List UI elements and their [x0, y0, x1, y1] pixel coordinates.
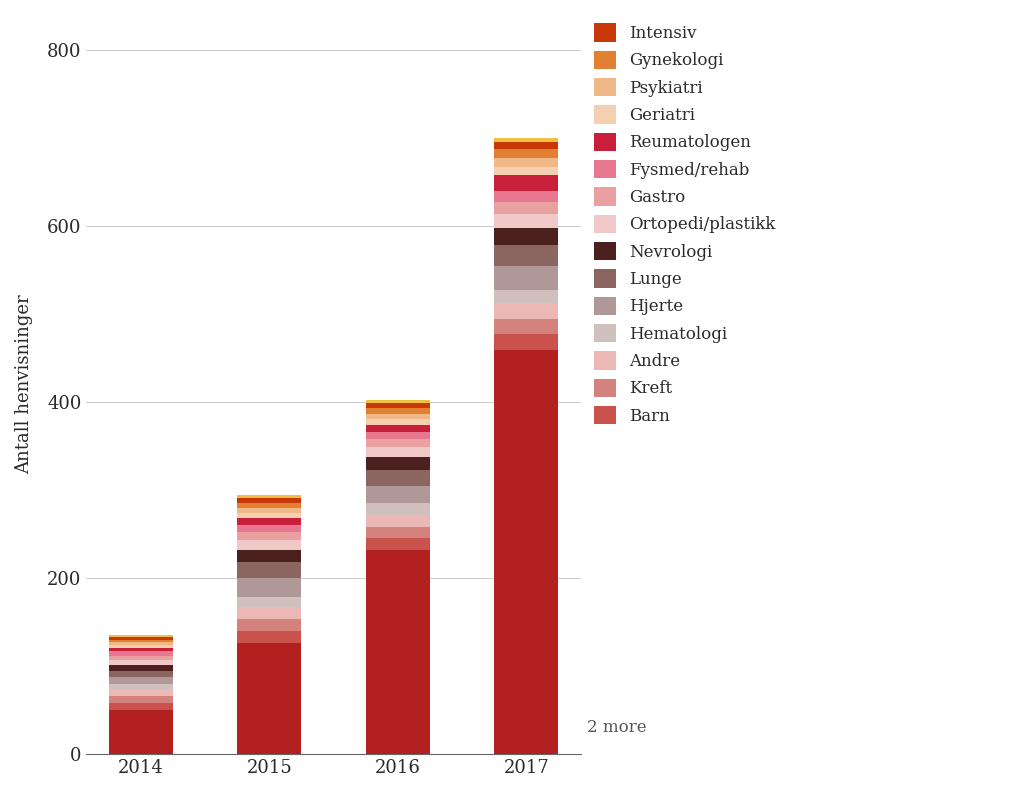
Bar — [495, 143, 558, 150]
Bar — [238, 503, 301, 508]
Bar — [238, 508, 301, 512]
Bar — [109, 696, 173, 703]
Bar — [495, 334, 558, 350]
Bar — [495, 150, 558, 158]
Bar — [366, 447, 430, 457]
Bar — [238, 540, 301, 550]
Bar — [366, 440, 430, 447]
Bar — [495, 191, 558, 202]
Bar — [366, 504, 430, 515]
Bar — [495, 202, 558, 214]
Bar — [238, 631, 301, 643]
Bar — [495, 166, 558, 175]
Bar — [366, 420, 430, 425]
Bar — [109, 665, 173, 671]
Bar — [109, 683, 173, 689]
Bar — [238, 494, 301, 497]
Bar — [109, 635, 173, 637]
Bar — [495, 350, 558, 754]
Bar — [366, 515, 430, 527]
Bar — [366, 539, 430, 550]
Bar — [238, 578, 301, 596]
Bar — [238, 525, 301, 532]
Bar — [495, 319, 558, 334]
Bar — [238, 643, 301, 754]
Bar — [109, 660, 173, 665]
Bar — [366, 432, 430, 440]
Bar — [495, 303, 558, 319]
Bar — [366, 470, 430, 485]
Bar — [366, 414, 430, 420]
Bar — [495, 265, 558, 290]
Bar — [366, 409, 430, 414]
Bar — [238, 532, 301, 540]
Bar — [366, 485, 430, 504]
Bar — [109, 651, 173, 656]
Bar — [238, 596, 301, 607]
Bar — [495, 227, 558, 245]
Bar — [495, 245, 558, 265]
Bar — [238, 619, 301, 631]
Bar — [495, 290, 558, 303]
Bar — [495, 214, 558, 227]
Bar — [238, 497, 301, 503]
Bar — [109, 656, 173, 660]
Bar — [238, 562, 301, 578]
Bar — [495, 138, 558, 143]
Bar — [366, 527, 430, 539]
Bar — [495, 158, 558, 166]
Bar — [366, 457, 430, 470]
Bar — [366, 550, 430, 754]
Bar — [238, 512, 301, 518]
Bar — [109, 689, 173, 696]
Bar — [109, 710, 173, 754]
Bar — [366, 425, 430, 432]
Bar — [366, 399, 430, 402]
Bar — [109, 703, 173, 710]
Text: 2 more: 2 more — [587, 718, 646, 736]
Bar — [238, 550, 301, 562]
Bar — [238, 607, 301, 619]
Bar — [366, 402, 430, 409]
Bar — [109, 640, 173, 642]
Bar — [109, 671, 173, 676]
Bar — [109, 637, 173, 640]
Bar — [109, 676, 173, 683]
Y-axis label: Antall henvisninger: Antall henvisninger — [15, 295, 33, 474]
Bar — [109, 648, 173, 651]
Bar — [495, 175, 558, 191]
Bar — [109, 642, 173, 645]
Bar — [238, 518, 301, 525]
Bar — [109, 645, 173, 648]
Legend: Intensiv, Gynekologi, Psykiatri, Geriatri, Reumatologen, Fysmed/rehab, Gastro, O: Intensiv, Gynekologi, Psykiatri, Geriatr… — [594, 23, 775, 425]
